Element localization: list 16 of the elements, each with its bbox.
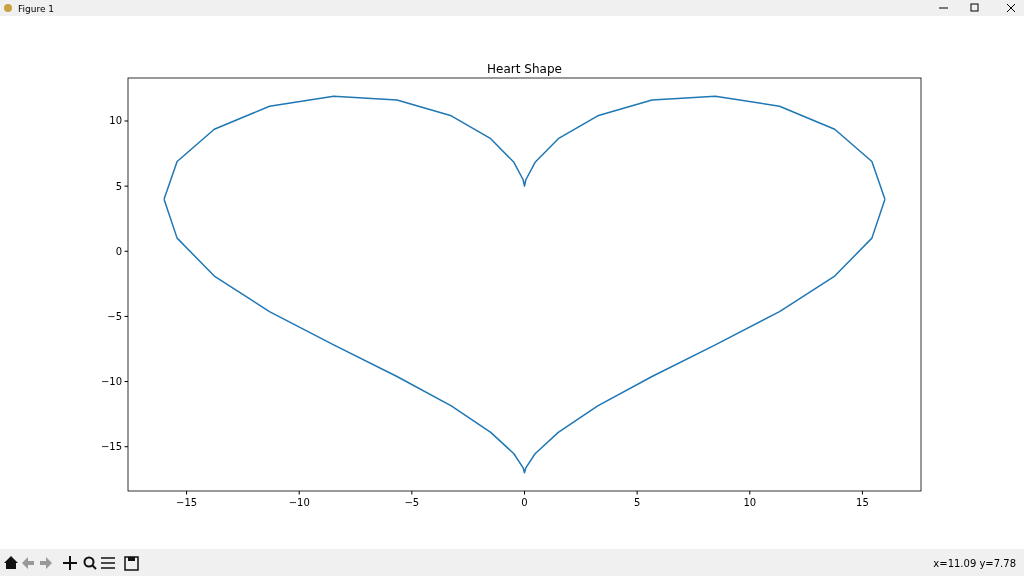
caption: Figure 1 xyxy=(18,3,55,14)
x-tick-label: −10 xyxy=(288,497,310,508)
x-tick-label: 0 xyxy=(521,497,528,508)
chart-title: Heart Shape xyxy=(487,62,562,76)
x-tick-label: 5 xyxy=(633,497,641,508)
x-tick-label: −5 xyxy=(404,497,420,508)
y-tick-label: −10 xyxy=(100,376,122,388)
text: x=11.09 y=7.78 xyxy=(933,558,1016,569)
x-tick-label: −15 xyxy=(176,497,198,508)
y-tick-label: 5 xyxy=(115,180,122,192)
x-tick-label: 15 xyxy=(856,497,869,508)
y-tick-label: −15 xyxy=(100,441,122,453)
y-tick-label: 10 xyxy=(109,115,122,127)
y-tick-label: −5 xyxy=(107,310,122,322)
x-tick-label: 10 xyxy=(743,497,757,508)
y-tick-label: 0 xyxy=(115,245,122,257)
